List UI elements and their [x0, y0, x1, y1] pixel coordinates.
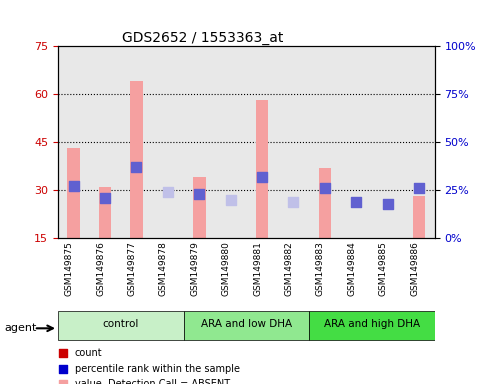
Text: control: control — [102, 319, 139, 329]
Point — [195, 191, 203, 197]
Point — [290, 199, 298, 205]
Point — [384, 200, 392, 207]
Text: GSM149885: GSM149885 — [379, 242, 387, 296]
Point — [101, 195, 109, 201]
Text: GSM149878: GSM149878 — [159, 242, 168, 296]
Bar — [287, 238, 299, 241]
Point — [164, 189, 172, 195]
Text: GSM149876: GSM149876 — [96, 242, 105, 296]
Text: GSM149886: GSM149886 — [410, 242, 419, 296]
FancyBboxPatch shape — [184, 311, 309, 340]
Bar — [256, 101, 269, 238]
Text: count: count — [75, 348, 102, 358]
Bar — [413, 197, 426, 238]
Text: GSM149881: GSM149881 — [253, 242, 262, 296]
Bar — [130, 81, 143, 238]
Bar — [319, 168, 331, 238]
Point — [353, 199, 360, 205]
Text: GSM149880: GSM149880 — [222, 242, 231, 296]
Text: agent: agent — [5, 323, 37, 333]
Point — [227, 197, 235, 203]
Point — [70, 183, 78, 189]
Bar — [99, 187, 112, 238]
Text: ARA and low DHA: ARA and low DHA — [201, 319, 292, 329]
Text: GSM149875: GSM149875 — [65, 242, 73, 296]
FancyBboxPatch shape — [309, 311, 435, 340]
Text: GSM149883: GSM149883 — [316, 242, 325, 296]
Point — [133, 164, 141, 170]
Point — [321, 185, 328, 191]
FancyBboxPatch shape — [58, 311, 184, 340]
Bar — [193, 177, 206, 238]
Text: GSM149882: GSM149882 — [284, 242, 294, 296]
Text: percentile rank within the sample: percentile rank within the sample — [75, 364, 240, 374]
Point — [415, 185, 423, 191]
Text: GDS2652 / 1553363_at: GDS2652 / 1553363_at — [122, 31, 284, 45]
Text: GSM149877: GSM149877 — [128, 242, 137, 296]
Text: value, Detection Call = ABSENT: value, Detection Call = ABSENT — [75, 379, 230, 384]
Bar — [68, 149, 80, 238]
Point — [258, 174, 266, 180]
Text: GSM149884: GSM149884 — [347, 242, 356, 296]
Text: ARA and high DHA: ARA and high DHA — [324, 319, 420, 329]
Text: GSM149879: GSM149879 — [190, 242, 199, 296]
